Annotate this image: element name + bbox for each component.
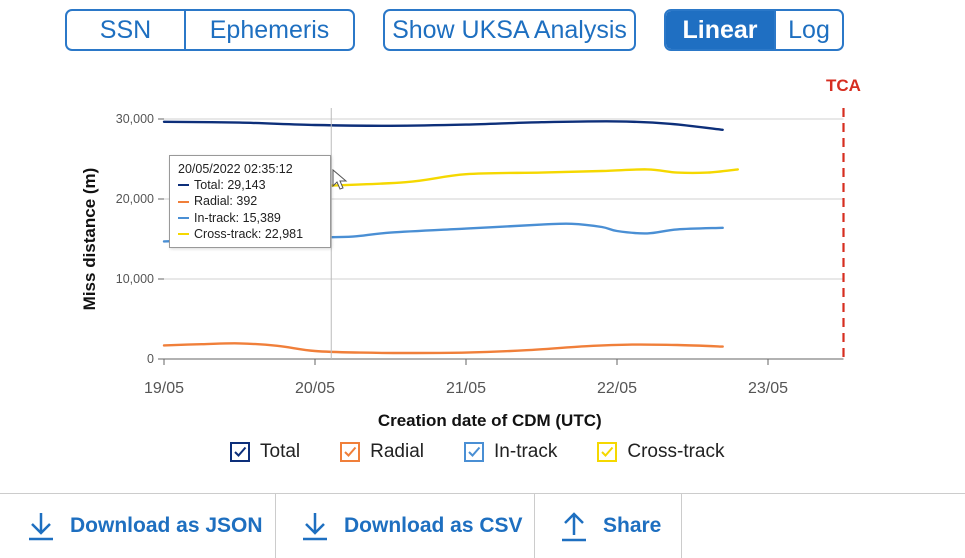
- show-uksa-analysis-button[interactable]: Show UKSA Analysis: [392, 15, 627, 44]
- download-json-button[interactable]: Download as JSON: [0, 494, 276, 558]
- tca-label: TCA: [826, 76, 861, 95]
- linear-scale-button[interactable]: Linear: [666, 11, 774, 49]
- tooltip-date: 20/05/2022 02:35:12: [178, 162, 293, 176]
- download-icon: [303, 513, 327, 541]
- cursor-pointer-icon: [332, 168, 348, 190]
- tooltip-row-total: Total: 29,143: [178, 177, 322, 193]
- y-tick-label: 0: [147, 352, 154, 366]
- legend-label-cross-track: Cross-track: [627, 441, 725, 462]
- tooltip-cross-track: Cross-track: 22,981: [194, 226, 304, 241]
- legend-label-radial: Radial: [370, 441, 425, 462]
- y-tick-label: 10,000: [116, 272, 154, 286]
- cross-track-swatch: [178, 232, 189, 235]
- series-line-radial: [162, 342, 724, 355]
- checkbox-checked-icon[interactable]: [597, 442, 618, 462]
- chart-legend: Total Radial In-track Cross-track: [230, 441, 765, 463]
- share-button[interactable]: Share: [535, 494, 682, 558]
- ssn-button[interactable]: SSN: [99, 15, 152, 44]
- x-tick-label: 19/05: [144, 380, 184, 397]
- x-tick-label: 22/05: [597, 380, 637, 397]
- y-axis-title: Miss distance (m): [80, 168, 99, 311]
- download-icon: [29, 513, 53, 541]
- miss-distance-chart[interactable]: 0 10,000 20,000 30,000 19/05 20/05 21/05 22/05 2…: [0, 60, 965, 435]
- tooltip-in-track: In-track: 15,389: [194, 210, 281, 225]
- checkbox-checked-icon[interactable]: [340, 442, 361, 462]
- series-line-total: [162, 120, 724, 131]
- share-label: Share: [603, 514, 662, 537]
- total-swatch: [178, 184, 189, 187]
- radial-swatch: [178, 200, 189, 203]
- checkbox-checked-icon[interactable]: [230, 442, 250, 462]
- download-json-label: Download as JSON: [70, 514, 263, 537]
- download-csv-label: Download as CSV: [344, 514, 523, 537]
- legend-item-in-track[interactable]: In-track: [464, 441, 557, 463]
- y-tick-label: 20,000: [116, 192, 154, 206]
- checkbox-checked-icon[interactable]: [464, 442, 485, 462]
- x-axis-title: Creation date of CDM (UTC): [378, 411, 602, 430]
- legend-item-cross-track[interactable]: Cross-track: [597, 441, 725, 463]
- series-line-cross-track: [313, 168, 739, 188]
- chart-tooltip: 20/05/2022 02:35:12 Total: 29,143 Radial…: [169, 155, 331, 249]
- legend-label-in-track: In-track: [494, 441, 558, 462]
- share-upload-icon: [562, 512, 586, 542]
- source-toggle: SSN Ephemeris: [65, 9, 355, 51]
- tooltip-radial: Radial: 392: [194, 194, 258, 209]
- y-tick-label: 30,000: [116, 112, 154, 126]
- in-track-swatch: [178, 216, 189, 219]
- download-csv-button[interactable]: Download as CSV: [276, 494, 535, 558]
- tooltip-row-cross-track: Cross-track: 22,981: [178, 226, 322, 242]
- footer-actions: Download as JSON Download as CSV Share: [0, 493, 965, 558]
- legend-label-total: Total: [260, 441, 301, 462]
- tooltip-total: Total: 29,143: [194, 178, 266, 193]
- ephemeris-button[interactable]: Ephemeris: [184, 11, 353, 49]
- x-tick-label: 23/05: [748, 380, 788, 397]
- legend-item-radial[interactable]: Radial: [340, 441, 424, 463]
- analysis-toggle: Show UKSA Analysis: [383, 9, 636, 51]
- legend-item-total[interactable]: Total: [230, 441, 300, 463]
- tooltip-row-radial: Radial: 392: [178, 193, 322, 209]
- tooltip-row-in-track: In-track: 15,389: [178, 210, 322, 226]
- log-scale-button[interactable]: Log: [774, 11, 842, 49]
- scale-toggle: Linear Log: [664, 9, 844, 51]
- x-tick-label: 20/05: [295, 380, 335, 397]
- x-tick-label: 21/05: [446, 380, 486, 397]
